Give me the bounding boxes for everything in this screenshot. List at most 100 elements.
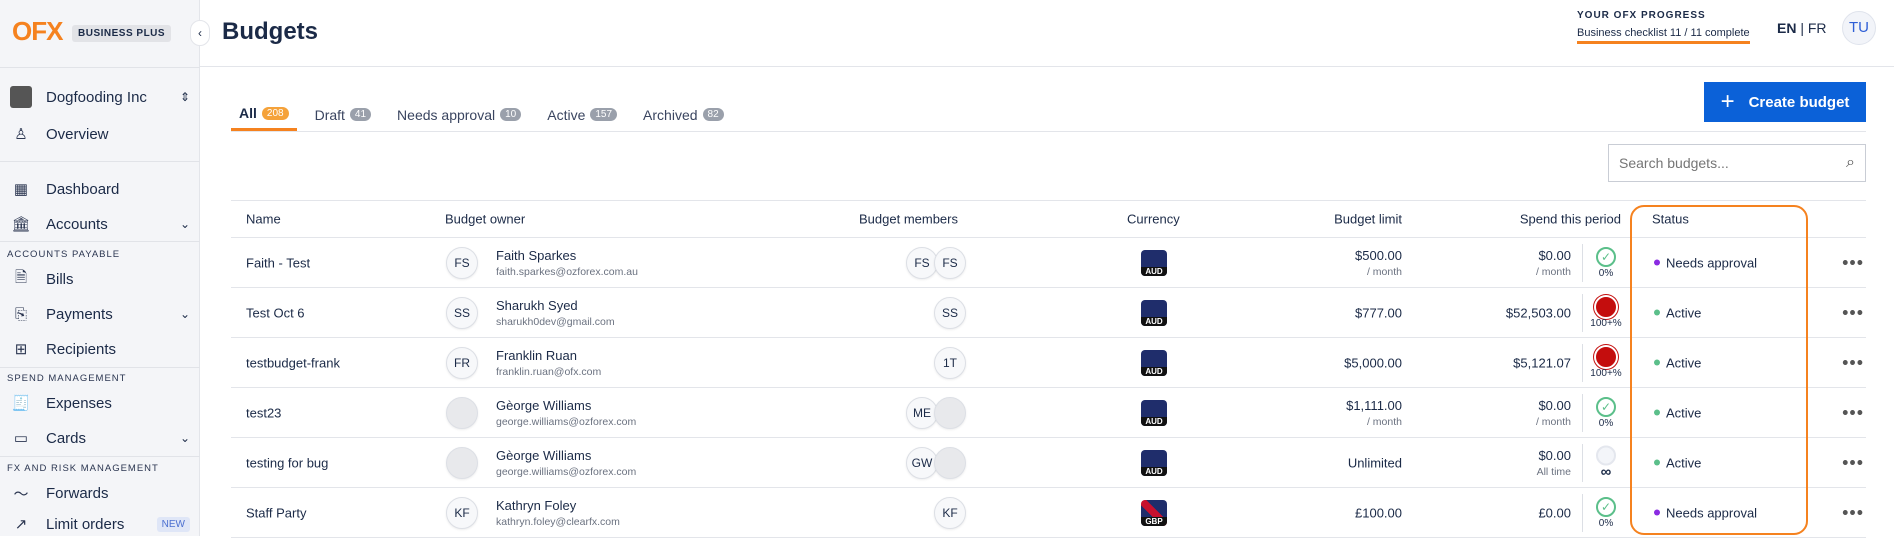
sidebar-item-accounts[interactable]: 🏛 Accounts ⌄: [10, 212, 190, 236]
members: SS: [934, 296, 966, 329]
budget-name[interactable]: test23: [246, 405, 282, 420]
ofx-logo[interactable]: OFX: [12, 16, 63, 46]
chevron-down-icon: ⌄: [179, 307, 190, 321]
payments-icon: ⎘: [14, 305, 27, 323]
budget-limit: $500.00 / month: [1355, 248, 1402, 278]
currency-code: AUD: [1141, 466, 1167, 476]
sidebar-item-recipients[interactable]: ⊞ Recipients: [10, 337, 190, 361]
tab-draft[interactable]: Draft 41: [307, 98, 379, 131]
col-members: Budget members: [859, 211, 958, 227]
spend-amount: £0.00: [1538, 505, 1571, 520]
new-badge: NEW: [156, 516, 190, 532]
owner-avatar: KF: [446, 496, 478, 529]
divider: [0, 456, 200, 457]
budget-limit: $1,111.00 / month: [1346, 398, 1402, 428]
more-actions-icon[interactable]: •••: [1842, 352, 1864, 372]
tab-needs-approval[interactable]: Needs approval 10: [389, 98, 529, 131]
user-avatar[interactable]: TU: [1842, 11, 1876, 45]
label: Recipients: [46, 340, 117, 358]
search-input[interactable]: [1619, 155, 1847, 171]
budget-name[interactable]: testbudget-frank: [246, 355, 340, 370]
spend-indicator: 100+%: [1586, 346, 1626, 379]
sidebar-item-expenses[interactable]: 🧾 Expenses: [10, 391, 190, 415]
label: Payments: [46, 305, 113, 323]
more-actions-icon[interactable]: •••: [1842, 502, 1864, 522]
chart-icon: ↗: [14, 516, 28, 533]
contacts-icon: ⊞: [14, 341, 28, 358]
search-icon[interactable]: ⌕: [1846, 154, 1855, 171]
create-budget-button[interactable]: + Create budget: [1704, 82, 1866, 122]
bill-icon: 🗎: [14, 268, 28, 286]
more-actions-icon[interactable]: •••: [1842, 402, 1864, 422]
sidebar-item-payments[interactable]: ⎘ Payments ⌄: [10, 302, 190, 326]
updown-chevron-icon: ⇕: [179, 90, 190, 104]
members: FS FS: [906, 246, 966, 279]
status-dot-icon: [1654, 259, 1660, 266]
currency-code: AUD: [1141, 266, 1167, 276]
status-text: Active: [1666, 355, 1702, 370]
table-row[interactable]: test23 Gèorge Williams george.williams@oz…: [231, 388, 1866, 438]
member-avatar: [934, 446, 966, 479]
owner: Gèorge Williams george.williams@ozforex.c…: [496, 398, 636, 428]
table-row[interactable]: Faith - Test FS Faith Sparkes faith.spark…: [231, 238, 1866, 288]
over-limit-icon: [1596, 346, 1616, 367]
tab-all[interactable]: All 208: [231, 98, 297, 131]
owner-avatar: [446, 446, 478, 479]
col-status: Status: [1652, 211, 1689, 227]
owner: Sharukh Syed sharukh0dev@gmail.com: [496, 298, 615, 328]
budget-name[interactable]: Faith - Test: [246, 255, 311, 270]
progress-widget[interactable]: YOUR OFX PROGRESS Business checklist 11 …: [1577, 10, 1750, 44]
progress-text: Business checklist 11 / 11 complete: [1577, 27, 1750, 44]
table-row[interactable]: Test Oct 6 SS Sharukh Syed sharukh0dev@gm…: [231, 288, 1866, 338]
table-row[interactable]: Staff Party KF Kathryn Foley kathryn.fole…: [231, 488, 1866, 538]
section-label: SPEND MANAGEMENT: [7, 373, 127, 384]
status-badge: Needs approval: [1654, 505, 1757, 520]
budgets-table: Name Budget owner Budget members Currenc…: [231, 200, 1866, 538]
empty-circle-icon: [1596, 445, 1616, 465]
status-text: Active: [1666, 305, 1702, 320]
owner: Kathryn Foley kathryn.foley@clearfx.com: [496, 498, 620, 528]
budget-limit: $5,000.00: [1344, 355, 1402, 370]
tab-archived[interactable]: Archived 82: [635, 98, 732, 131]
status-badge: Needs approval: [1654, 255, 1757, 270]
spend-indicator: ✓ 0%: [1586, 246, 1626, 279]
budget-name[interactable]: Staff Party: [246, 505, 307, 520]
org-switcher[interactable]: Dogfooding Inc ⇕: [10, 85, 190, 109]
table-row[interactable]: testbudget-frank FR Franklin Ruan frankli…: [231, 338, 1866, 388]
lang-fr[interactable]: FR: [1807, 20, 1827, 36]
status-text: Active: [1666, 405, 1702, 420]
spend: $52,503.00: [1506, 305, 1571, 320]
sidebar-item-cards[interactable]: ▭ Cards ⌄: [10, 426, 190, 450]
more-actions-icon[interactable]: •••: [1842, 252, 1864, 272]
sidebar-item-bills[interactable]: 🗎 Bills: [10, 267, 190, 291]
card-icon: ▭: [13, 430, 29, 447]
owner-avatar: FS: [446, 246, 478, 279]
limit-amount: £100.00: [1355, 505, 1402, 520]
currency-flag-icon: AUD: [1141, 299, 1167, 326]
label: Limit orders: [46, 515, 125, 533]
tab-label: All: [239, 105, 257, 121]
more-actions-icon[interactable]: •••: [1842, 452, 1864, 472]
sidebar-item-limit-orders[interactable]: ↗ Limit orders NEW: [10, 512, 190, 536]
tab-active[interactable]: Active 157: [539, 98, 625, 131]
currency-flag-icon: GBP: [1141, 499, 1167, 526]
sidebar-item-forwards[interactable]: 〜 Forwards: [10, 481, 190, 505]
owner: Gèorge Williams george.williams@ozforex.c…: [496, 448, 636, 478]
spend-amount: $0.00: [1538, 447, 1571, 463]
lang-en[interactable]: EN: [1777, 20, 1797, 36]
page-title: Budgets: [222, 18, 318, 45]
more-actions-icon[interactable]: •••: [1842, 302, 1864, 322]
currency-flag-icon: AUD: [1141, 349, 1167, 376]
budget-name[interactable]: testing for bug: [246, 455, 329, 470]
status-text: Needs approval: [1666, 505, 1758, 520]
spend-percent: 0%: [1598, 517, 1614, 529]
table-row[interactable]: testing for bug Gèorge Williams george.wi…: [231, 438, 1866, 488]
sidebar-item-dashboard[interactable]: ▦ Dashboard: [10, 177, 190, 201]
budget-name[interactable]: Test Oct 6: [246, 305, 305, 320]
collapse-sidebar-button[interactable]: ‹: [190, 20, 210, 46]
currency-code: GBP: [1141, 516, 1167, 526]
divider: [1582, 244, 1583, 282]
col-currency: Currency: [1127, 211, 1180, 227]
sidebar-item-overview[interactable]: ♙ Overview: [10, 122, 190, 146]
owner-name: Gèorge Williams: [496, 447, 592, 463]
